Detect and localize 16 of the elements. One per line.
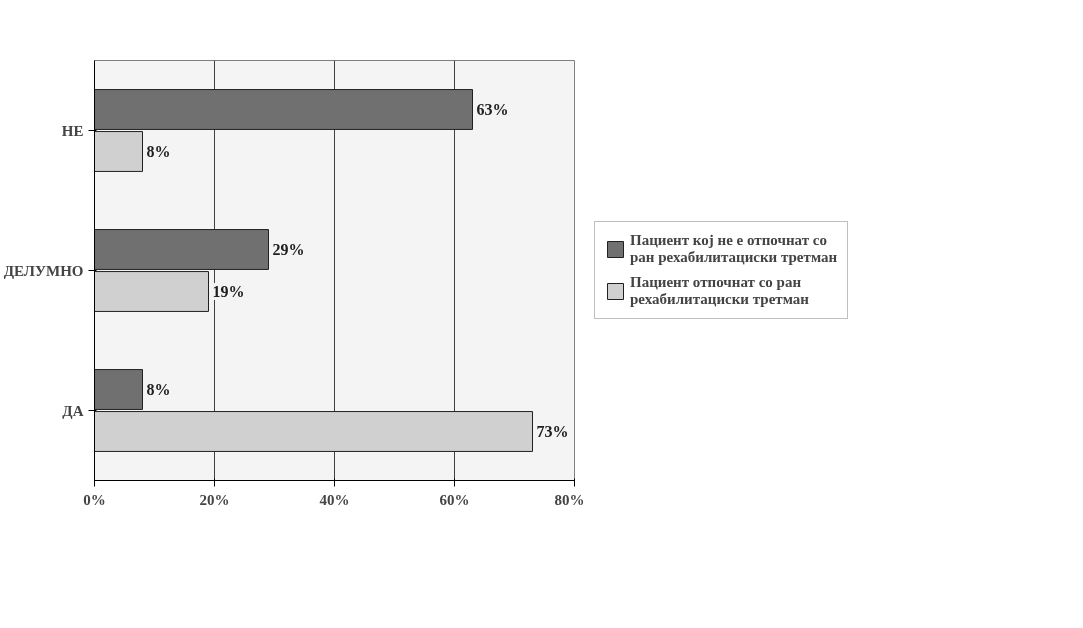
x-tick-label: 0% [83,491,106,508]
data-label: 73% [536,423,569,440]
x-tick-label: 40% [319,491,350,508]
legend-label: Пациент отпочнат со ран рехабилитациски третман [630,274,809,308]
x-tick-label: 80% [554,491,585,508]
data-label: 29% [272,241,305,258]
data-label: 8% [146,381,171,398]
y-tick-label: НЕ [61,122,84,139]
y-tick-label: ДЕЛУМНО [3,262,84,279]
data-label: 19% [212,283,245,300]
data-label: 8% [146,143,171,160]
x-tick-label: 20% [199,491,230,508]
x-tick-label: 60% [439,491,470,508]
y-tick-label: ДА [62,402,84,419]
data-label: 63% [476,101,509,118]
legend-label: Пациент кој не е отпочнат со ран рехабилитациски третман [630,232,838,266]
